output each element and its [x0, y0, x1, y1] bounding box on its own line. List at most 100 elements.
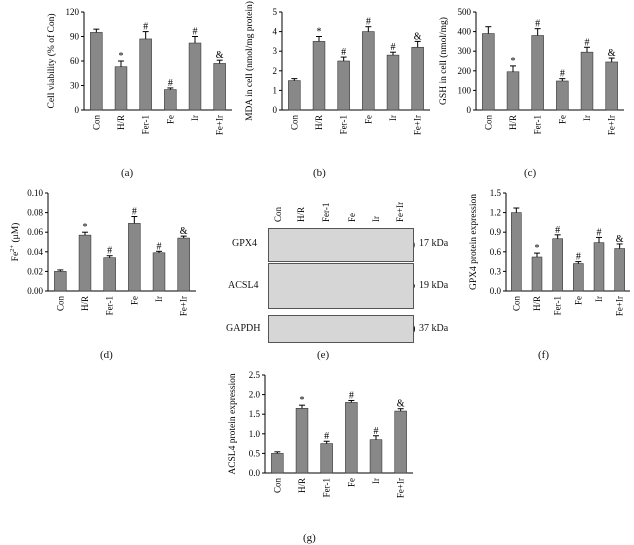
- y-tick-label: 1.5: [490, 188, 502, 198]
- bar-d-2: [103, 257, 116, 292]
- bar-f-4: [593, 242, 605, 292]
- y-tick-label: 2.5: [249, 370, 261, 380]
- significance-mark: #: [555, 225, 560, 236]
- bar-f-2: [552, 238, 563, 292]
- y-axis-label: Fe2+ (μM): [9, 223, 21, 262]
- significance-mark: #: [341, 47, 346, 58]
- significance-mark: #: [391, 42, 396, 53]
- blot-lane-label: Ir: [371, 216, 381, 222]
- y-tick-label: 120: [66, 7, 80, 17]
- x-tick-label: Fe: [165, 115, 175, 124]
- bar-b-1: [312, 41, 326, 111]
- blot-lane-label: Con: [273, 206, 283, 222]
- bar-c-4: [580, 51, 594, 111]
- x-tick-label: Fe: [573, 296, 583, 305]
- bar-g-3: [345, 402, 358, 474]
- significance-mark: #: [132, 207, 137, 218]
- significance-mark: #: [107, 246, 112, 257]
- x-tick-label: Fe: [557, 115, 567, 124]
- y-tick-label: 300: [458, 46, 472, 56]
- significance-mark: *: [535, 243, 540, 254]
- y-tick-label: 4: [273, 27, 278, 37]
- significance-mark: *: [511, 56, 516, 67]
- bar-f-5: [614, 248, 625, 292]
- panel-label-g: (g): [303, 532, 316, 544]
- y-tick-label: 0.08: [27, 208, 43, 218]
- bar-g-4: [369, 439, 383, 474]
- y-tick-label: 1: [273, 85, 278, 95]
- blot-lane-label: Fe: [347, 213, 357, 222]
- x-tick-label: Fe+Ir: [396, 478, 406, 498]
- x-tick-label: Fer-1: [105, 296, 115, 315]
- blot-lane-label: H/R: [296, 207, 306, 222]
- y-tick-label: 1.5: [249, 409, 261, 419]
- x-tick-label: Fer-1: [339, 115, 349, 134]
- chart-b: 0 1 2 3 4 5 MDA in cell (nmol/mg protein) Con * H…: [244, 1, 430, 135]
- blot-lane-label: Fer-1: [321, 203, 331, 222]
- significance-mark: #: [560, 69, 565, 80]
- x-tick-label: Fe+Ir: [615, 296, 625, 316]
- y-axis-label: Cell viability (% of Con): [46, 14, 57, 109]
- bar-d-1: [78, 234, 92, 292]
- significance-mark: *: [300, 395, 305, 406]
- x-tick-label: Con: [289, 115, 299, 131]
- bar-a-0: [90, 32, 103, 111]
- panel-label-c: (c): [524, 167, 537, 179]
- y-tick-label: 1.0: [249, 429, 261, 439]
- blot-row-gapdh: [268, 315, 414, 343]
- y-axis-label: ACSL4 protein expression: [228, 373, 238, 475]
- y-tick-label: 200: [458, 66, 472, 76]
- chart-g: 0.0 0.5 1.0 1.5 2.0 2.5 ACSL4 protein expressi…: [228, 370, 413, 498]
- bar-c-0: [482, 33, 495, 111]
- y-tick-label: 60: [70, 56, 80, 66]
- x-tick-label: Fer-1: [141, 115, 151, 134]
- x-tick-label: Fer-1: [533, 115, 543, 134]
- bar-b-4: [386, 54, 400, 111]
- x-tick-label: Ir: [190, 115, 200, 121]
- x-tick-label: Ir: [371, 478, 381, 484]
- significance-mark: #: [349, 390, 354, 401]
- bar-a-2: [139, 38, 152, 111]
- bar-c-3: [556, 80, 569, 111]
- y-tick-label: 0.0: [490, 286, 502, 296]
- y-tick-label: 5: [273, 7, 278, 17]
- y-tick-label: 3: [273, 46, 278, 56]
- blot-lane-label: Fe+Ir: [395, 202, 405, 222]
- blot-size-gapdh: 37 kDa: [419, 323, 449, 334]
- significance-mark: #: [157, 241, 162, 252]
- panel-label-d: (d): [100, 349, 113, 361]
- blot-protein-gpx4: GPX4: [232, 238, 258, 249]
- significance-mark: #: [576, 252, 581, 263]
- significance-mark: #: [374, 426, 379, 437]
- y-tick-label: 0.9: [490, 227, 502, 237]
- bar-f-3: [573, 263, 584, 292]
- y-tick-label: 0.3: [490, 266, 502, 276]
- bar-g-1: [295, 408, 309, 474]
- x-tick-label: Fer-1: [322, 478, 332, 497]
- x-tick-label: Fe: [129, 296, 139, 305]
- y-tick-label: 0.0: [249, 468, 261, 478]
- bar-d-3: [128, 223, 141, 292]
- x-tick-label: Ir: [388, 115, 398, 121]
- significance-mark: #: [168, 78, 173, 89]
- y-tick-label: 100: [458, 85, 472, 95]
- y-axis-label: GPX4 protein expression: [469, 194, 479, 290]
- x-tick-label: H/R: [80, 296, 90, 311]
- blot-row-gpx4: [268, 228, 414, 262]
- y-tick-label: 0.02: [27, 266, 43, 276]
- x-tick-label: Con: [511, 296, 521, 312]
- bar-c-5: [605, 61, 618, 111]
- x-tick-label: H/R: [116, 115, 126, 130]
- y-tick-label: 2.0: [249, 390, 261, 400]
- x-tick-label: Fe: [346, 478, 356, 487]
- y-tick-label: 1.2: [490, 208, 501, 218]
- significance-mark: #: [535, 19, 540, 30]
- x-tick-label: H/R: [297, 478, 307, 493]
- significance-mark: &: [397, 399, 405, 410]
- y-tick-label: 0.6: [490, 247, 502, 257]
- blot-size-gpx4: 17 kDa: [419, 238, 449, 249]
- x-tick-label: Fe+Ir: [607, 115, 617, 135]
- y-tick-label: 0.10: [27, 188, 43, 198]
- x-tick-label: Ir: [154, 296, 164, 302]
